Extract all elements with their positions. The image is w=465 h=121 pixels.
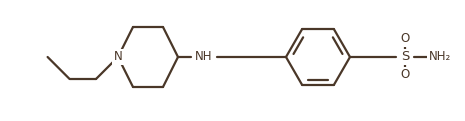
Text: NH₂: NH₂ <box>429 50 451 64</box>
Text: S: S <box>401 50 409 64</box>
Text: O: O <box>400 33 410 45</box>
Text: N: N <box>113 50 122 64</box>
Text: O: O <box>400 68 410 82</box>
Text: NH: NH <box>195 50 213 64</box>
